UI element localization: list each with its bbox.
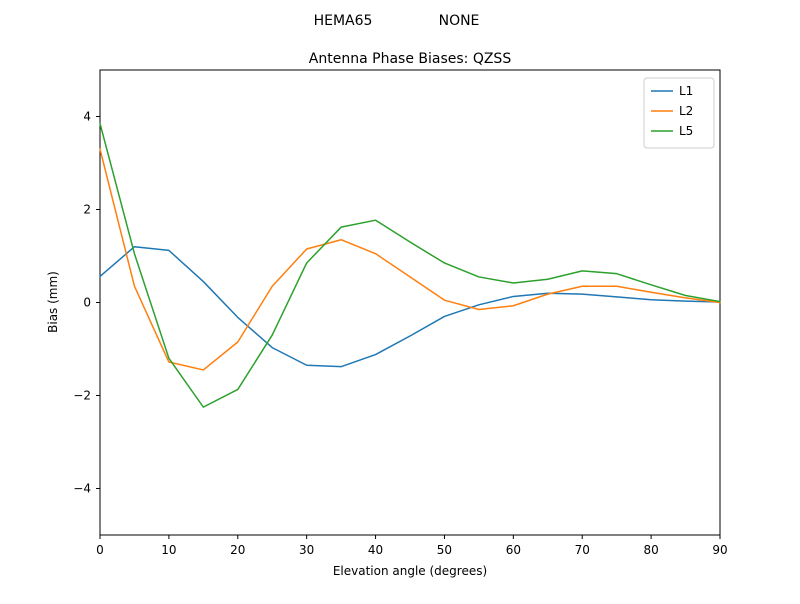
- y-tick-label: 4: [83, 110, 91, 124]
- series-lines: [99, 122, 721, 408]
- y-tick-label: 2: [83, 203, 91, 217]
- series-line-l5: [99, 122, 721, 408]
- y-axis-label: Bias (mm): [46, 271, 60, 333]
- x-tick-label: 40: [368, 543, 383, 557]
- x-axis-label: Elevation angle (degrees): [333, 564, 487, 578]
- series-line-l1: [99, 245, 721, 368]
- y-tick-label: −4: [73, 482, 91, 496]
- series-line-l2: [99, 148, 721, 371]
- legend-entry-l5: L5: [679, 124, 693, 138]
- x-tick-label: 60: [506, 543, 521, 557]
- y-axis-ticks: −4 −2 0 2 4: [73, 110, 100, 496]
- x-tick-label: 20: [230, 543, 245, 557]
- x-tick-label: 80: [643, 543, 658, 557]
- x-tick-label: 0: [96, 543, 104, 557]
- suptitle-antenna: NONE: [439, 13, 480, 29]
- x-tick-label: 90: [712, 543, 727, 557]
- legend-entry-l2: L2: [679, 104, 693, 118]
- x-axis-ticks: 0 10 20 30 40 50 60 70 80 90: [96, 535, 728, 557]
- legend: L1 L2 L5: [643, 77, 715, 149]
- suptitle-station: HEMA65: [314, 13, 373, 29]
- x-tick-label: 30: [299, 543, 314, 557]
- y-tick-label: −2: [73, 389, 91, 403]
- legend-entry-l1: L1: [679, 84, 693, 98]
- y-tick-label: 0: [83, 296, 91, 310]
- x-tick-label: 70: [575, 543, 590, 557]
- x-tick-label: 50: [437, 543, 452, 557]
- chart-title: Antenna Phase Biases: QZSS: [309, 51, 512, 67]
- x-tick-label: 10: [161, 543, 176, 557]
